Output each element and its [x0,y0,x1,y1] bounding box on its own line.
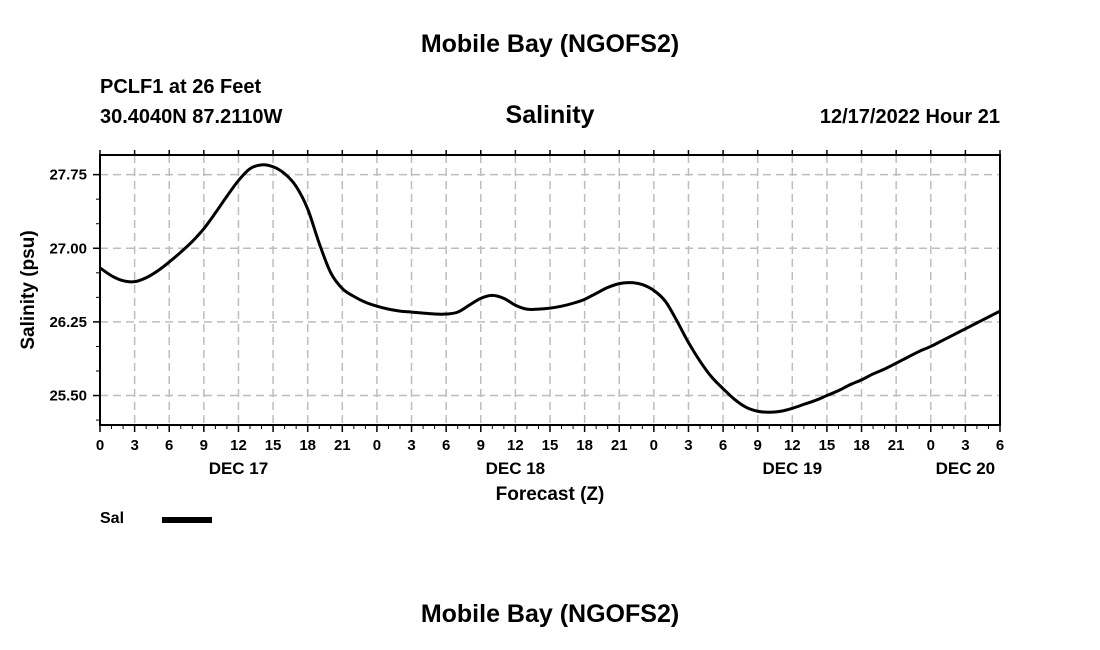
x-tick-label: 0 [373,437,381,454]
x-tick-label: 21 [888,437,905,454]
x-tick-label: 3 [961,437,969,454]
plot-frame [99,154,1001,426]
x-tick-label: 0 [927,437,935,454]
x-axis-label: Forecast (Z) [496,484,605,505]
date-label: DEC 19 [763,459,823,478]
x-tick-label: 21 [611,437,628,454]
x-tick-label: 6 [442,437,450,454]
series-layer [99,163,1001,414]
y-axis-label: Salinity (psu) [18,230,39,349]
x-tick-label: 6 [165,437,173,454]
coordinates-label: 30.4040N 87.2110W [100,106,283,128]
x-tick-label: 6 [996,437,1004,454]
label-layer: 0 3 6 9 12 15 18 21 0 3 6 9 12 15 18 21 0 3 6 9 12 15 18 21 0 3 6D… [18,167,1004,505]
grid-layer [100,155,1000,425]
x-tick-label: 21 [334,437,351,454]
y-tick-label: 27.75 [49,167,87,184]
y-tick-label: 27.00 [49,240,87,257]
forecast-timestamp: 12/17/2022 Hour 21 [819,106,1000,128]
station-label: PCLF1 at 26 Feet [100,76,262,98]
x-tick-label: 9 [477,437,485,454]
x-tick-label: 0 [96,437,104,454]
x-tick-label: 12 [230,437,247,454]
page-title: Mobile Bay (NGOFS2) [420,30,680,58]
x-tick-label: 15 [265,437,282,454]
x-tick-label: 12 [784,437,801,454]
series-line-sal [99,163,1001,414]
x-tick-label: 18 [576,437,593,454]
chart-title: Salinity [505,101,595,129]
x-tick-label: 15 [542,437,559,454]
y-tick-label: 25.50 [49,388,87,405]
x-tick-label: 18 [853,437,870,454]
date-label: DEC 17 [209,459,269,478]
x-tick-label: 9 [200,437,208,454]
x-tick-label: 3 [407,437,415,454]
x-tick-label: 15 [819,437,836,454]
footer-title: Mobile Bay (NGOFS2) [420,600,680,628]
x-tick-label: 12 [507,437,524,454]
x-tick-label: 9 [754,437,762,454]
x-tick-label: 3 [130,437,138,454]
date-label: DEC 20 [936,459,996,478]
x-tick-label: 0 [650,437,658,454]
date-label: DEC 18 [486,459,546,478]
x-tick-label: 18 [299,437,316,454]
x-tick-label: 3 [684,437,692,454]
y-tick-label: 26.25 [49,314,87,331]
legend-label: Sal [100,510,125,527]
x-tick-label: 6 [719,437,727,454]
legend-swatch [162,517,212,523]
